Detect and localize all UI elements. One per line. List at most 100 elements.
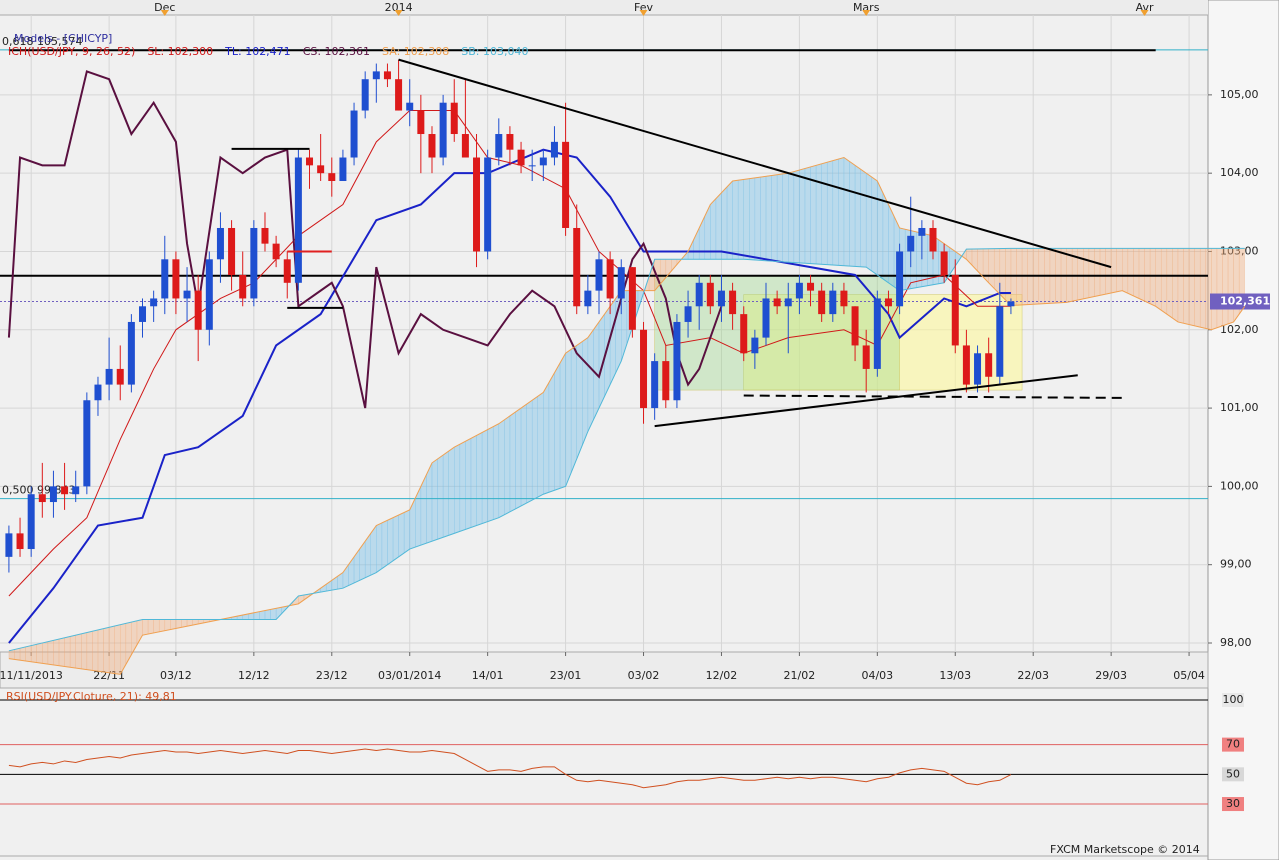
x-tick-label: 22/03 bbox=[1017, 669, 1049, 682]
rsi-tick-label: 50 bbox=[1226, 767, 1240, 780]
cloud-fill bbox=[1016, 248, 1023, 306]
cloud-fill bbox=[1227, 248, 1234, 325]
candle-body bbox=[528, 165, 536, 167]
cloud-fill bbox=[1127, 248, 1134, 297]
cloud-fill bbox=[403, 509, 410, 554]
cloud-fill bbox=[993, 248, 1001, 295]
cloud-fill bbox=[1205, 248, 1212, 331]
candle-body bbox=[116, 368, 124, 385]
candle-body bbox=[818, 290, 826, 315]
legend-item: SA: 102,308 bbox=[382, 45, 449, 58]
cloud-fill bbox=[771, 174, 778, 262]
candle-body bbox=[72, 486, 80, 495]
cloud-fill bbox=[1199, 248, 1207, 329]
cloud-fill bbox=[75, 633, 82, 670]
rsi-line bbox=[8, 748, 1012, 789]
cloud-fill bbox=[1183, 248, 1190, 325]
plot-background bbox=[0, 0, 1208, 860]
cloud-fill bbox=[765, 175, 772, 262]
candle-body bbox=[562, 141, 570, 228]
cloud-fill bbox=[431, 458, 438, 542]
cloud-fill bbox=[782, 172, 789, 263]
y-tick-label: 100,00 bbox=[1220, 479, 1259, 492]
candle-body bbox=[406, 102, 414, 111]
cloud-fill bbox=[1233, 248, 1240, 323]
cloud-fill bbox=[565, 348, 572, 487]
y-tick-label: 98,00 bbox=[1220, 636, 1252, 649]
cloud-fill bbox=[476, 432, 483, 526]
cloud-fill bbox=[42, 641, 49, 665]
candle-body bbox=[506, 134, 514, 150]
candle-body bbox=[884, 298, 892, 307]
candle-body bbox=[27, 494, 35, 550]
cloud-fill bbox=[1133, 248, 1140, 299]
candle-body bbox=[640, 329, 648, 409]
cloud-fill bbox=[1099, 248, 1106, 296]
cloud-fill bbox=[582, 337, 589, 446]
cloud-fill bbox=[1216, 248, 1223, 329]
candle-body bbox=[918, 227, 926, 236]
cloud-fill bbox=[793, 169, 800, 264]
month-marker bbox=[160, 10, 169, 16]
cloud-fill bbox=[760, 176, 767, 261]
cloud-fill bbox=[826, 160, 834, 266]
cloud-fill bbox=[732, 179, 739, 260]
candle-body bbox=[784, 298, 792, 307]
cloud-fill bbox=[1177, 248, 1184, 324]
candle-body bbox=[907, 235, 915, 252]
candle-body bbox=[339, 157, 347, 182]
candle-body bbox=[673, 321, 681, 401]
cloud-fill bbox=[509, 411, 516, 513]
cloud-fill bbox=[448, 446, 455, 536]
cloud-fill bbox=[392, 514, 399, 562]
candle-body bbox=[773, 298, 781, 307]
x-tick-label: 29/03 bbox=[1095, 669, 1127, 682]
cloud-fill bbox=[804, 166, 811, 264]
candle-body bbox=[840, 290, 848, 307]
x-tick-label: 11/11/2013 bbox=[0, 669, 63, 682]
cloud-fill bbox=[1110, 248, 1117, 294]
cloud-fill bbox=[749, 177, 756, 261]
cloud-fill bbox=[888, 204, 895, 288]
cloud-fill bbox=[92, 629, 99, 672]
y-tick-label: 104,00 bbox=[1220, 166, 1259, 179]
cloud-fill bbox=[1222, 248, 1229, 327]
candle-body bbox=[461, 134, 469, 158]
cloud-fill bbox=[721, 186, 728, 260]
cloud-fill bbox=[153, 619, 160, 634]
candle-body bbox=[317, 165, 325, 174]
candle-body bbox=[717, 290, 725, 307]
cloud-fill bbox=[97, 628, 104, 673]
candle-body bbox=[361, 79, 369, 111]
candle-body bbox=[49, 486, 57, 503]
cloud-fill bbox=[776, 173, 783, 263]
month-label: Dec bbox=[154, 1, 175, 14]
candle-body bbox=[150, 298, 158, 307]
candle-body bbox=[283, 259, 291, 283]
cloud-fill bbox=[1155, 248, 1162, 311]
candle-body bbox=[239, 274, 247, 299]
cloud-fill bbox=[487, 426, 494, 522]
cloud-fill bbox=[882, 192, 889, 284]
x-tick-label: 14/01 bbox=[472, 669, 504, 682]
candle-body bbox=[807, 282, 815, 291]
x-tick-label: 12/02 bbox=[706, 669, 738, 682]
chart-header: Models - [CHICYP] bbox=[14, 32, 112, 45]
cloud-fill bbox=[158, 619, 166, 633]
cloud-fill bbox=[504, 415, 511, 516]
cloud-fill bbox=[865, 172, 873, 272]
cloud-fill bbox=[1122, 248, 1129, 294]
cloud-fill bbox=[170, 619, 177, 630]
cloud-fill bbox=[381, 519, 388, 570]
cloud-fill bbox=[543, 381, 550, 495]
cloud-fill bbox=[554, 362, 561, 491]
cloud-fill bbox=[1010, 248, 1017, 306]
candle-body bbox=[517, 149, 525, 166]
month-marker bbox=[862, 10, 871, 16]
candle-body bbox=[1007, 301, 1015, 307]
cloud-fill bbox=[537, 391, 544, 498]
candle-body bbox=[851, 306, 859, 346]
h-line-label: 0,618 105,574 bbox=[2, 35, 82, 48]
cloud-fill bbox=[58, 637, 65, 667]
legend-item: CS: 102,361 bbox=[303, 45, 370, 58]
